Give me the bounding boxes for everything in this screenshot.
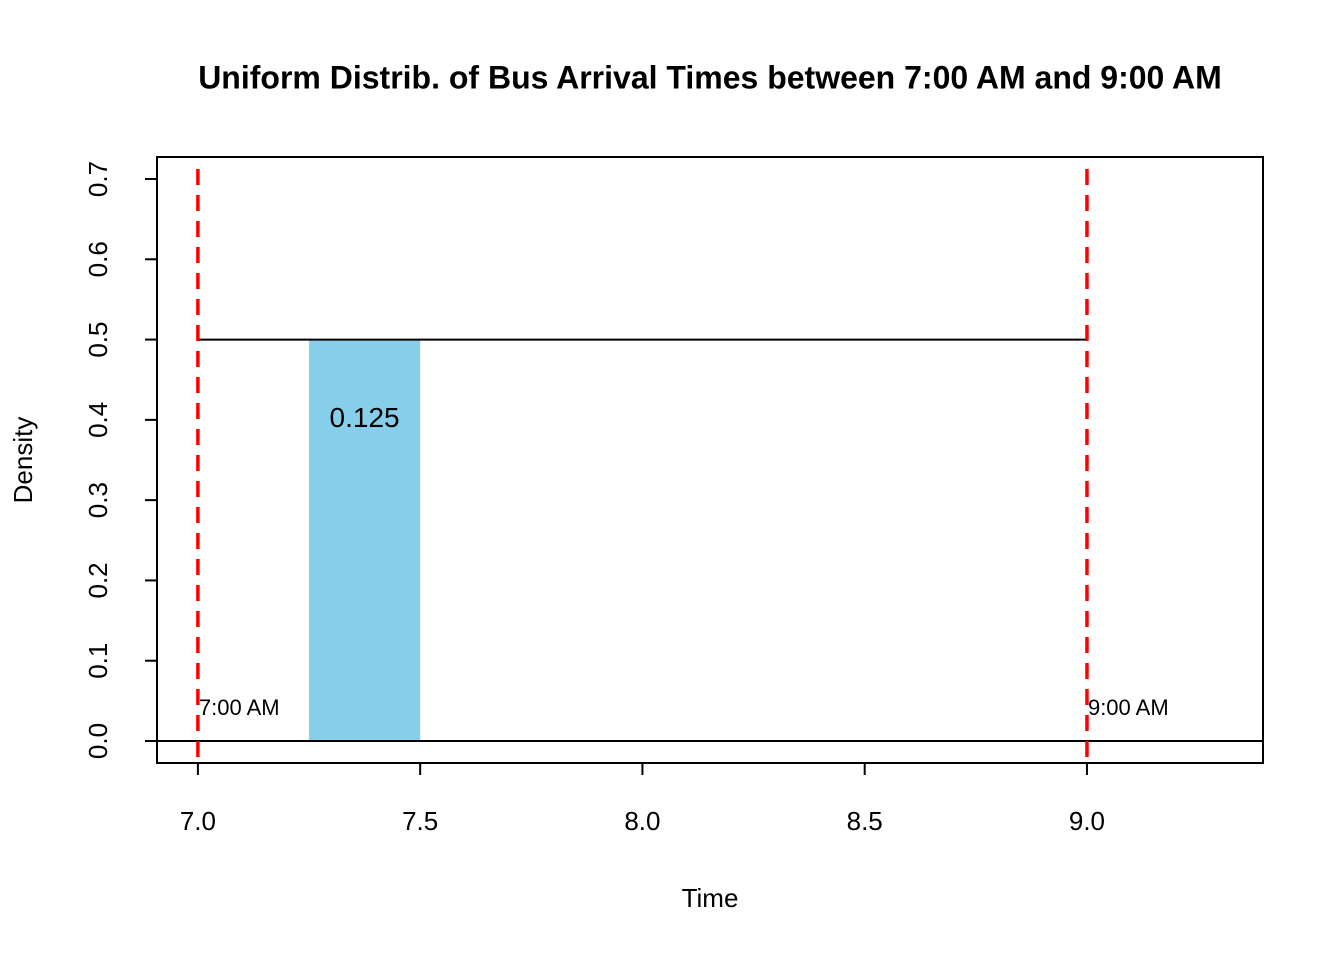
chart-title: Uniform Distrib. of Bus Arrival Times be… [198,59,1222,95]
y-tick-label: 0.5 [83,321,113,357]
x-tick-label: 7.5 [402,806,438,836]
x-tick-label: 7.0 [180,806,216,836]
region-area-label: 0.125 [330,402,400,433]
vertical-line-label: 9:00 AM [1088,695,1169,720]
y-tick-label: 0.2 [83,562,113,598]
x-axis-label: Time [682,883,739,913]
y-tick-label: 0.7 [83,161,113,197]
y-tick-label: 0.6 [83,241,113,277]
x-tick-label: 8.0 [624,806,660,836]
x-tick-label: 8.5 [847,806,883,836]
y-axis-label: Density [8,417,38,504]
plot-frame [156,156,1264,764]
y-tick-label: 0.1 [83,643,113,679]
vertical-line-label: 7:00 AM [199,695,280,720]
x-tick-label: 9.0 [1069,806,1105,836]
y-tick-label: 0.3 [83,482,113,518]
y-tick-label: 0.0 [83,723,113,759]
shaded-region [309,339,421,742]
y-tick-label: 0.4 [83,402,113,438]
